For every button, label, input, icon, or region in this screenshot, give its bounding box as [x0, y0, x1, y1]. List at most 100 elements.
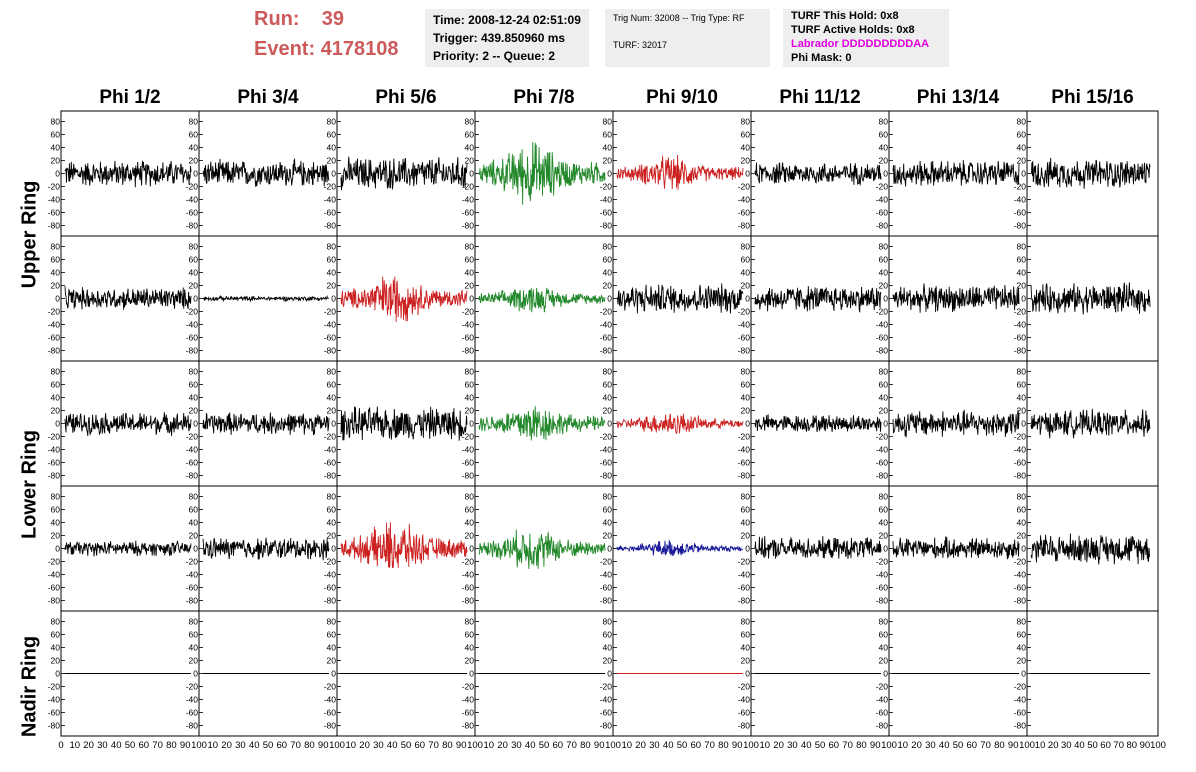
column-title-2: Phi 3/4: [237, 87, 299, 108]
y-tick-label: -60: [462, 458, 475, 468]
panel-r2-c8: -80 -60 -40 -20 0 20 40 60 80: [1014, 235, 1159, 362]
y-tick-label: -40: [600, 570, 613, 580]
x-tick-label: 30: [649, 740, 660, 751]
y-tick-label: -20: [324, 182, 337, 192]
panel-r3-c1: -80 -60 -40 -20 0 20 40 60 80: [48, 360, 200, 487]
y-tick-label: -60: [186, 708, 199, 718]
waveform-trace: [754, 414, 882, 433]
y-tick-label: 60: [51, 630, 61, 640]
y-tick-label: 20: [1017, 656, 1027, 666]
y-tick-label: 20: [51, 281, 61, 291]
y-tick-label: -80: [186, 346, 199, 356]
y-tick-label: -40: [186, 695, 199, 705]
y-tick-label: 40: [1017, 518, 1027, 528]
y-tick-label: -20: [462, 682, 475, 692]
x-tick-label: 80: [304, 740, 315, 751]
y-tick-label: 60: [189, 255, 199, 265]
y-tick-label: 40: [741, 518, 751, 528]
y-tick-label: -80: [876, 471, 889, 481]
y-tick-label: 40: [741, 268, 751, 278]
time-text: Time: 2008-12-24 02:51:09: [433, 13, 581, 27]
x-tick-label: 10: [208, 740, 219, 751]
panel-r1-c3: -80 -60 -40 -20 0 20 40 60 80: [324, 110, 476, 237]
x-tick-label: 10: [898, 740, 909, 751]
y-tick-label: 80: [603, 492, 613, 502]
y-tick-label: 60: [189, 130, 199, 140]
column-title-7: Phi 13/14: [916, 87, 1000, 108]
x-tick-label: 40: [801, 740, 812, 751]
y-tick-label: -20: [48, 432, 61, 442]
y-tick-label: -40: [600, 195, 613, 205]
y-tick-label: -80: [738, 721, 751, 731]
x-tick-label: 90: [318, 740, 329, 751]
y-tick-label: 60: [879, 255, 889, 265]
waveform-trace: [203, 294, 330, 303]
panel-r1-c7: -80 -60 -40 -20 0 20 40 60 80: [876, 110, 1028, 237]
event-label: Event: 4178108: [254, 38, 399, 60]
y-tick-label: -60: [1014, 333, 1027, 343]
x-tick-label: 10: [484, 740, 495, 751]
x-tick-label: 70: [428, 740, 439, 751]
y-tick-label: 80: [189, 617, 199, 627]
y-tick-label: 60: [189, 630, 199, 640]
y-tick-label: 0: [1021, 419, 1026, 429]
x-tick-label: 70: [704, 740, 715, 751]
y-tick-label: 0: [331, 669, 336, 679]
y-tick-label: 0: [883, 294, 888, 304]
y-tick-label: -40: [324, 320, 337, 330]
y-tick-label: -20: [462, 307, 475, 317]
x-tick-label: 0: [58, 740, 63, 751]
x-tick-label: 30: [1061, 740, 1072, 751]
y-tick-label: 20: [741, 156, 751, 166]
x-tick-label: 90: [594, 740, 605, 751]
y-tick-label: 0: [607, 169, 612, 179]
y-tick-label: -60: [462, 708, 475, 718]
y-tick-label: 20: [465, 406, 475, 416]
x-tick-label: 30: [235, 740, 246, 751]
x-tick-label: 50: [1087, 740, 1098, 751]
y-tick-label: 0: [607, 419, 612, 429]
y-tick-label: 60: [327, 380, 337, 390]
panel-r3-c3: -80 -60 -40 -20 0 20 40 60 80: [324, 360, 476, 487]
y-tick-label: 40: [51, 268, 61, 278]
y-tick-label: -40: [462, 320, 475, 330]
y-tick-label: -80: [324, 596, 337, 606]
x-tick-label: 60: [415, 740, 426, 751]
waveform-trace: [478, 287, 606, 313]
y-tick-label: -80: [48, 471, 61, 481]
y-tick-label: -40: [738, 695, 751, 705]
panel-r4-c1: -80 -60 -40 -20 0 20 40 60 80: [48, 485, 200, 612]
x-tick-label: 20: [359, 740, 370, 751]
y-tick-label: 80: [1017, 367, 1027, 377]
y-tick-label: -20: [186, 557, 199, 567]
y-tick-label: 40: [327, 143, 337, 153]
y-tick-label: 40: [603, 268, 613, 278]
y-tick-label: 60: [51, 255, 61, 265]
x-tick-label: 90: [180, 740, 191, 751]
panel-r2-c5: -80 -60 -40 -20 0 20 40 60 80: [600, 235, 752, 362]
y-tick-label: -20: [1014, 682, 1027, 692]
waveform-trace: [754, 535, 882, 560]
y-tick-label: -20: [48, 182, 61, 192]
x-tick-label: 70: [290, 740, 301, 751]
y-tick-label: 80: [51, 117, 61, 127]
x-tick-label: 50: [677, 740, 688, 751]
panel-r4-c7: -80 -60 -40 -20 0 20 40 60 80: [876, 485, 1028, 612]
y-tick-label: 0: [745, 419, 750, 429]
panel-r1-c6: -80 -60 -40 -20 0 20 40 60 80: [738, 110, 890, 237]
y-tick-label: 80: [51, 242, 61, 252]
y-tick-label: 60: [51, 130, 61, 140]
y-tick-label: 20: [1017, 531, 1027, 541]
x-tick-label: 50: [953, 740, 964, 751]
panel-r4-c5: -80 -60 -40 -20 0 20 40 60 80: [600, 485, 752, 612]
y-tick-label: -60: [186, 458, 199, 468]
phi-mask-text: Phi Mask: 0: [791, 52, 852, 64]
y-tick-label: -40: [462, 195, 475, 205]
waveform-trace: [754, 162, 882, 186]
panel-r5-c3: -80 -60 -40 -20 0 20 40 60 80: [324, 610, 476, 737]
y-tick-label: -80: [876, 346, 889, 356]
waveform-trace: [478, 529, 606, 570]
panel-r1-c4: -80 -60 -40 -20 0 20 40 60 80: [462, 110, 614, 237]
y-tick-label: 20: [603, 531, 613, 541]
y-tick-label: 60: [879, 130, 889, 140]
